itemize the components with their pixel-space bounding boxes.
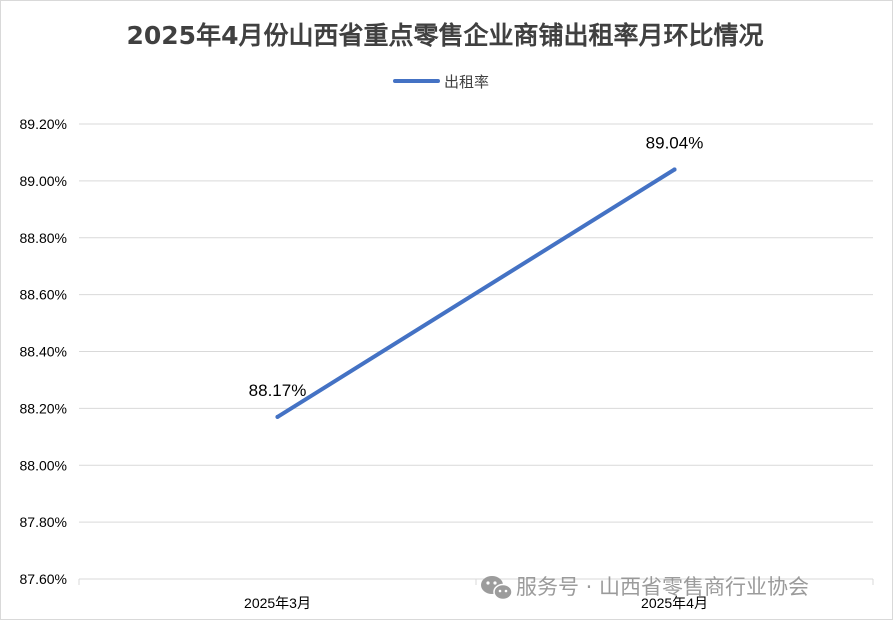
watermark-text: 服务号 · 山西省零售商行业协会 bbox=[516, 575, 809, 599]
data-label: 89.04% bbox=[646, 134, 704, 153]
y-tick-label: 88.80% bbox=[20, 230, 67, 246]
chart-title: 2025年4月份山西省重点零售企业商铺出租率月环比情况 bbox=[127, 21, 764, 50]
data-labels: 88.17% 89.04% bbox=[249, 134, 704, 400]
y-tick-label: 88.40% bbox=[20, 344, 67, 360]
y-tick-label: 89.20% bbox=[20, 116, 67, 132]
data-label: 88.17% bbox=[249, 381, 307, 400]
x-tick-label: 2025年4月 bbox=[641, 595, 708, 611]
data-point bbox=[672, 167, 677, 172]
y-tick-label: 87.80% bbox=[20, 514, 67, 530]
y-tick-label: 88.00% bbox=[20, 457, 67, 473]
y-tick-label: 88.20% bbox=[20, 400, 67, 416]
watermark: 服务号 · 山西省零售商行业协会 bbox=[481, 575, 809, 601]
wechat-icon bbox=[481, 576, 513, 601]
legend: 出租率 bbox=[393, 73, 489, 91]
y-axis-tick-labels: 87.60% 87.80% 88.00% 88.20% 88.40% 88.60% 88.8… bbox=[20, 116, 67, 587]
x-axis-tick-labels: 2025年3月 2025年4月 bbox=[244, 595, 708, 611]
series-line bbox=[275, 167, 677, 419]
series-layer bbox=[275, 167, 677, 419]
legend-label: 出租率 bbox=[444, 73, 489, 91]
x-tick-label: 2025年3月 bbox=[244, 595, 311, 611]
y-tick-label: 89.00% bbox=[20, 173, 67, 189]
y-tick-label: 87.60% bbox=[20, 571, 67, 587]
data-point bbox=[275, 414, 280, 419]
grid-lines bbox=[78, 123, 874, 585]
y-tick-label: 88.60% bbox=[20, 287, 67, 303]
